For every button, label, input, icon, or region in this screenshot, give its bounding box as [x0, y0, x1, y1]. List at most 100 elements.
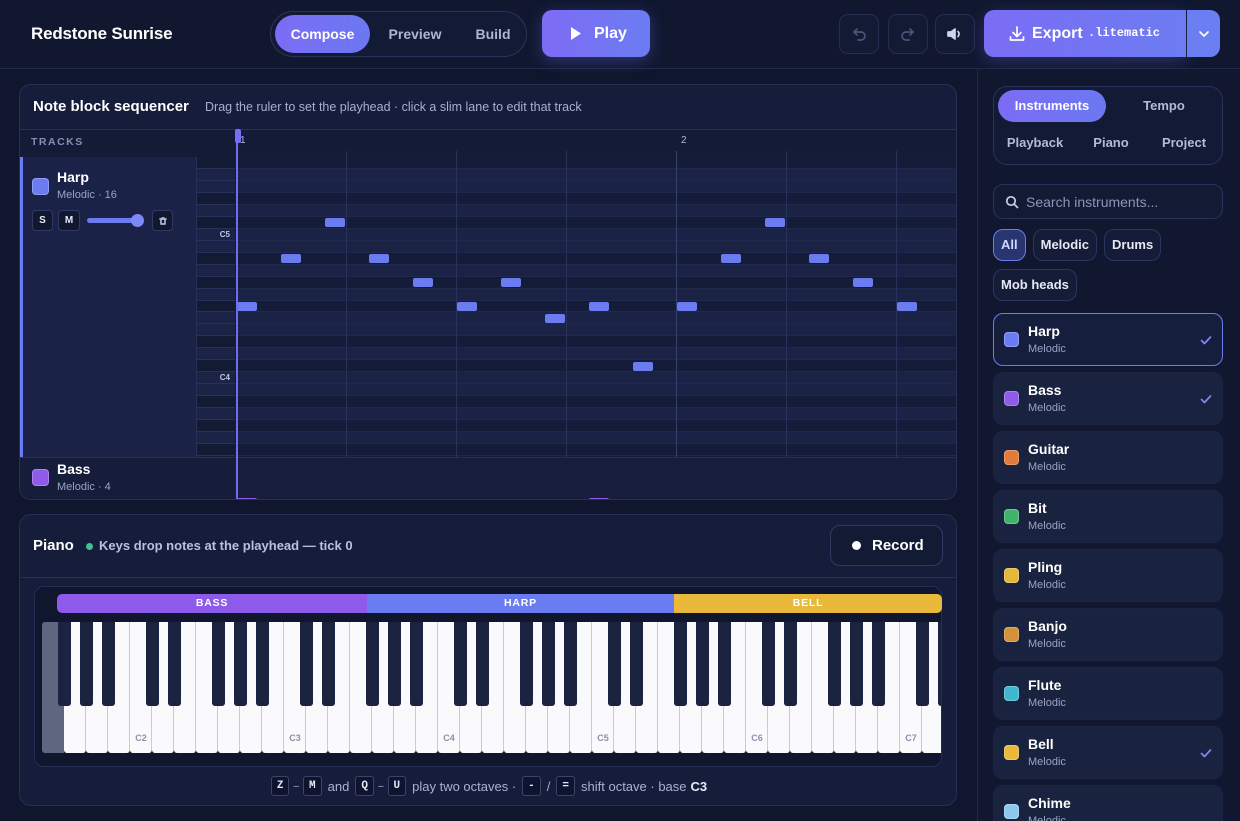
instrument-zone[interactable]: HARP — [367, 594, 674, 613]
black-key[interactable] — [937, 622, 941, 706]
sidebar-tab[interactable]: Piano — [1093, 135, 1129, 151]
black-key[interactable] — [299, 622, 313, 706]
black-key[interactable] — [915, 622, 929, 706]
ruler[interactable] — [236, 129, 956, 156]
black-key[interactable] — [453, 622, 467, 706]
mute-button[interactable]: M — [58, 210, 80, 231]
instrument-card[interactable]: Guitar Melodic — [993, 431, 1223, 484]
sidebar-tab[interactable]: Instruments — [998, 90, 1106, 122]
playhead-handle[interactable] — [235, 129, 241, 143]
track-card[interactable] — [20, 457, 236, 499]
note-block[interactable] — [413, 278, 433, 288]
grid-lane-row[interactable] — [236, 432, 956, 445]
note-block[interactable] — [237, 302, 257, 311]
black-key[interactable] — [673, 622, 687, 706]
grid-lane-row[interactable] — [236, 336, 956, 349]
redo-button[interactable] — [888, 14, 928, 54]
grid-lane-row[interactable] — [236, 264, 956, 277]
grid-lane-row[interactable] — [236, 372, 956, 385]
black-key[interactable] — [761, 622, 775, 706]
black-key[interactable] — [519, 622, 533, 706]
record-button[interactable]: Record — [830, 525, 943, 566]
filter-chip[interactable]: Melodic — [1032, 229, 1098, 261]
black-key[interactable] — [871, 622, 885, 706]
instrument-zone[interactable]: BASS — [57, 594, 367, 613]
volume-slider-track[interactable] — [87, 218, 139, 223]
black-key[interactable] — [541, 622, 555, 706]
grid-lane-row[interactable] — [236, 348, 956, 361]
black-key[interactable] — [79, 622, 93, 706]
black-key[interactable] — [717, 622, 731, 706]
search-box[interactable]: Search instruments... — [993, 184, 1223, 219]
note-block[interactable] — [721, 254, 741, 264]
solo-button[interactable]: S — [32, 210, 53, 231]
mode-tab[interactable]: Compose — [275, 15, 370, 53]
instrument-card[interactable]: Harp Melodic — [993, 313, 1223, 366]
instrument-card[interactable]: Chime Melodic — [993, 785, 1223, 821]
grid-lane-row[interactable] — [236, 444, 956, 456]
note-block[interactable] — [545, 313, 565, 323]
grid-lane-row[interactable] — [236, 396, 956, 409]
note-block[interactable] — [589, 302, 609, 311]
grid-lane-row[interactable] — [236, 168, 956, 181]
track-card-selected[interactable] — [20, 157, 197, 457]
black-key[interactable] — [849, 622, 863, 706]
note-block[interactable] — [633, 361, 653, 371]
filter-chip[interactable]: Mob heads — [993, 269, 1077, 301]
black-key[interactable] — [563, 622, 577, 706]
delete-track-button[interactable] — [152, 210, 173, 231]
sidebar-tab[interactable]: Playback — [1006, 135, 1064, 151]
black-key[interactable] — [387, 622, 401, 706]
black-key[interactable] — [365, 622, 379, 706]
note-block[interactable] — [765, 218, 785, 228]
instrument-card[interactable]: Bit Melodic — [993, 490, 1223, 543]
instrument-card[interactable]: Pling Melodic — [993, 549, 1223, 602]
grid-lane-row[interactable] — [236, 240, 956, 253]
export-menu-button[interactable] — [1187, 10, 1220, 57]
black-key[interactable] — [211, 622, 225, 706]
note-block[interactable] — [897, 302, 917, 311]
black-key[interactable] — [695, 622, 709, 706]
note-block[interactable] — [325, 218, 345, 228]
grid-lane-row[interactable] — [236, 384, 956, 397]
sidebar-tab[interactable]: Project — [1161, 135, 1207, 151]
volume-slider-thumb[interactable] — [131, 214, 144, 227]
grid-lane-row[interactable] — [236, 276, 956, 289]
filter-chip[interactable]: Drums — [1104, 229, 1162, 261]
play-button[interactable]: Play — [542, 10, 650, 57]
instrument-card[interactable]: Banjo Melodic — [993, 608, 1223, 661]
sidebar-tab[interactable]: Tempo — [1143, 98, 1185, 114]
grid-lane-row[interactable] — [236, 252, 956, 265]
black-key[interactable] — [475, 622, 489, 706]
black-key[interactable] — [827, 622, 841, 706]
black-key[interactable] — [233, 622, 247, 706]
export-button[interactable]: Export .litematic — [984, 10, 1186, 57]
grid-lane-row[interactable] — [236, 324, 956, 337]
volume-button[interactable] — [935, 14, 975, 54]
note-block[interactable] — [853, 278, 873, 288]
grid-lane-row[interactable] — [236, 204, 956, 217]
instrument-card[interactable]: Bell Melodic — [993, 726, 1223, 779]
grid-lane-row[interactable] — [236, 288, 956, 301]
note-block[interactable] — [501, 278, 521, 288]
black-key[interactable] — [57, 622, 71, 706]
black-key[interactable] — [255, 622, 269, 706]
grid-lane-row[interactable] — [236, 216, 956, 229]
grid-lane-row[interactable] — [236, 192, 956, 205]
black-key[interactable] — [101, 622, 115, 706]
mode-tab[interactable]: Build — [475, 26, 511, 42]
undo-button[interactable] — [839, 14, 879, 54]
instrument-zone[interactable]: BELL — [674, 594, 942, 613]
grid-lane-row[interactable] — [236, 228, 956, 241]
black-key[interactable] — [167, 622, 181, 706]
grid-lane-row[interactable] — [236, 157, 956, 169]
black-key[interactable] — [607, 622, 621, 706]
grid-lane-row[interactable] — [236, 420, 956, 433]
grid-lane-row[interactable] — [236, 180, 956, 193]
black-key[interactable] — [145, 622, 159, 706]
black-key[interactable] — [321, 622, 335, 706]
instrument-card[interactable]: Flute Melodic — [993, 667, 1223, 720]
mode-tab[interactable]: Preview — [388, 26, 442, 42]
note-block[interactable] — [809, 254, 829, 264]
instrument-card[interactable]: Bass Melodic — [993, 372, 1223, 425]
